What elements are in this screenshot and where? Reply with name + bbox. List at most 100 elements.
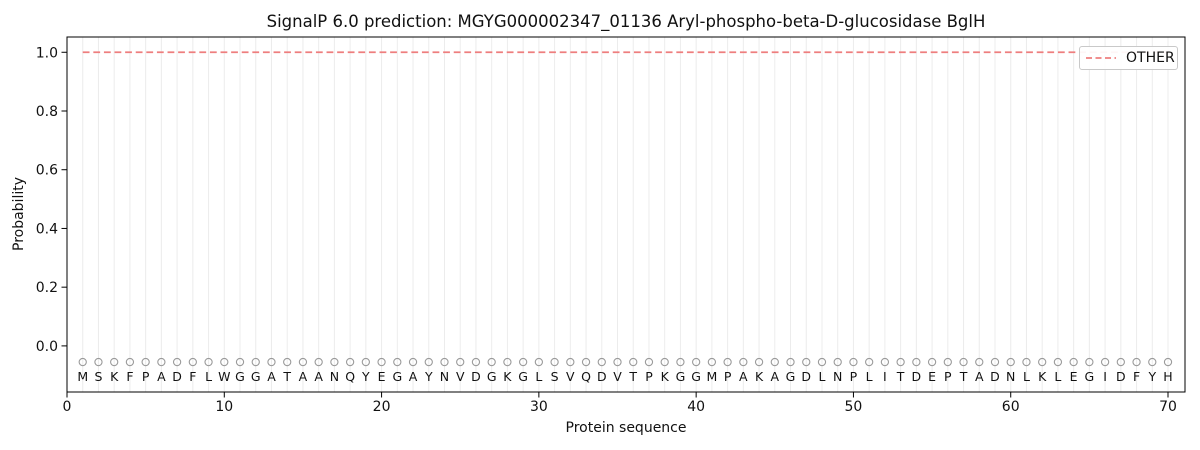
residue-marker — [754, 357, 764, 367]
residue-marker — [896, 357, 905, 367]
residue-letter: G — [1085, 369, 1095, 384]
residue-marker — [770, 357, 779, 367]
residue-letter: M — [77, 369, 88, 384]
residue-letter: T — [628, 369, 637, 384]
residue-marker — [597, 357, 606, 367]
residue-letter: D — [471, 369, 481, 384]
residue-marker — [959, 357, 968, 367]
residue-marker — [424, 357, 433, 367]
residue-marker — [1053, 357, 1063, 367]
residue-marker — [487, 357, 496, 367]
residue-letter: H — [1163, 369, 1172, 384]
residue-marker — [676, 357, 685, 367]
y-tick-label: 0.4 — [36, 221, 58, 237]
residue-marker — [1085, 357, 1094, 367]
residue-letter: N — [833, 369, 842, 384]
x-tick-label: 0 — [63, 399, 72, 415]
residue-letter: G — [676, 369, 686, 384]
legend: OTHER — [1079, 46, 1178, 70]
residue-letter: I — [883, 369, 887, 384]
residue-marker — [692, 357, 701, 367]
residue-marker — [172, 357, 182, 367]
residue-letter: A — [739, 369, 748, 384]
residue-letter: N — [330, 369, 339, 384]
residue-marker — [518, 357, 528, 367]
residue-marker — [581, 357, 591, 367]
residue-marker — [314, 357, 323, 367]
residue-letter: P — [142, 369, 150, 384]
residue-letter: Q — [345, 369, 355, 384]
residue-letter: L — [535, 369, 542, 384]
x-tick-label: 40 — [687, 399, 705, 415]
residue-letter: A — [157, 369, 166, 384]
residue-marker — [1116, 357, 1125, 367]
residue-letter: T — [282, 369, 291, 384]
residue-letter: V — [456, 369, 465, 384]
residue-letter: G — [518, 369, 528, 384]
residue-marker — [943, 357, 952, 367]
residue-letter: K — [503, 369, 512, 384]
residue-letter: D — [912, 369, 922, 384]
residue-marker — [298, 357, 308, 367]
residue-marker — [927, 357, 937, 367]
residue-marker — [377, 357, 386, 367]
residue-marker — [141, 357, 150, 367]
residue-letter: D — [801, 369, 811, 384]
y-tick-label: 0.8 — [36, 104, 58, 120]
residue-marker — [1163, 357, 1173, 367]
y-tick-label: 1.0 — [36, 45, 58, 61]
residue-marker — [817, 357, 827, 367]
residue-letter: N — [440, 369, 449, 384]
chart-title: SignalP 6.0 prediction: MGYG000002347_01… — [266, 12, 986, 31]
residue-marker — [912, 357, 921, 367]
residue-marker — [220, 357, 229, 367]
residue-marker — [283, 357, 292, 367]
residue-letter: A — [314, 369, 323, 384]
residue-marker — [707, 357, 717, 367]
y-tick-label: 0.6 — [36, 163, 58, 179]
residue-letter: P — [724, 369, 732, 384]
residue-marker — [880, 357, 890, 367]
residue-marker — [1038, 357, 1047, 367]
residue-letter: L — [1023, 369, 1030, 384]
residue-marker — [1100, 357, 1110, 367]
y-tick-label: 0.0 — [36, 339, 58, 355]
residue-marker — [204, 357, 213, 367]
residue-marker — [94, 357, 103, 367]
residue-marker — [1006, 357, 1015, 367]
residue-letter: D — [172, 369, 182, 384]
residue-marker — [975, 357, 984, 367]
residue-marker — [865, 357, 874, 367]
residue-letter: P — [850, 369, 858, 384]
residue-letter: Y — [361, 369, 370, 384]
residue-letter: L — [205, 369, 212, 384]
legend-other-label: OTHER — [1126, 50, 1175, 66]
residue-letter: K — [661, 369, 670, 384]
residue-marker — [566, 357, 575, 367]
residue-letter: F — [126, 369, 133, 384]
plot-border — [66, 36, 1186, 393]
residue-letter: V — [613, 369, 622, 384]
residue-marker — [471, 357, 481, 367]
residue-letter: A — [409, 369, 418, 384]
residue-letter: A — [771, 369, 780, 384]
residue-letter: E — [1070, 369, 1078, 384]
residue-marker — [1148, 357, 1157, 367]
residue-marker — [1069, 357, 1078, 367]
residue-marker — [125, 357, 135, 367]
residue-marker — [456, 357, 465, 367]
residue-letter: Y — [1147, 369, 1156, 384]
residue-letter: A — [975, 369, 984, 384]
residue-letter: K — [1038, 369, 1047, 384]
residue-marker — [330, 357, 339, 367]
residue-letter: W — [218, 369, 230, 384]
residue-letter: P — [645, 369, 653, 384]
x-tick-label: 20 — [373, 399, 391, 415]
residue-letter: D — [597, 369, 607, 384]
residue-marker — [660, 357, 669, 367]
x-tick-label: 50 — [845, 399, 863, 415]
y-tick-label: 0.2 — [36, 280, 58, 296]
residue-letter: K — [110, 369, 119, 384]
residue-letter: S — [94, 369, 102, 384]
